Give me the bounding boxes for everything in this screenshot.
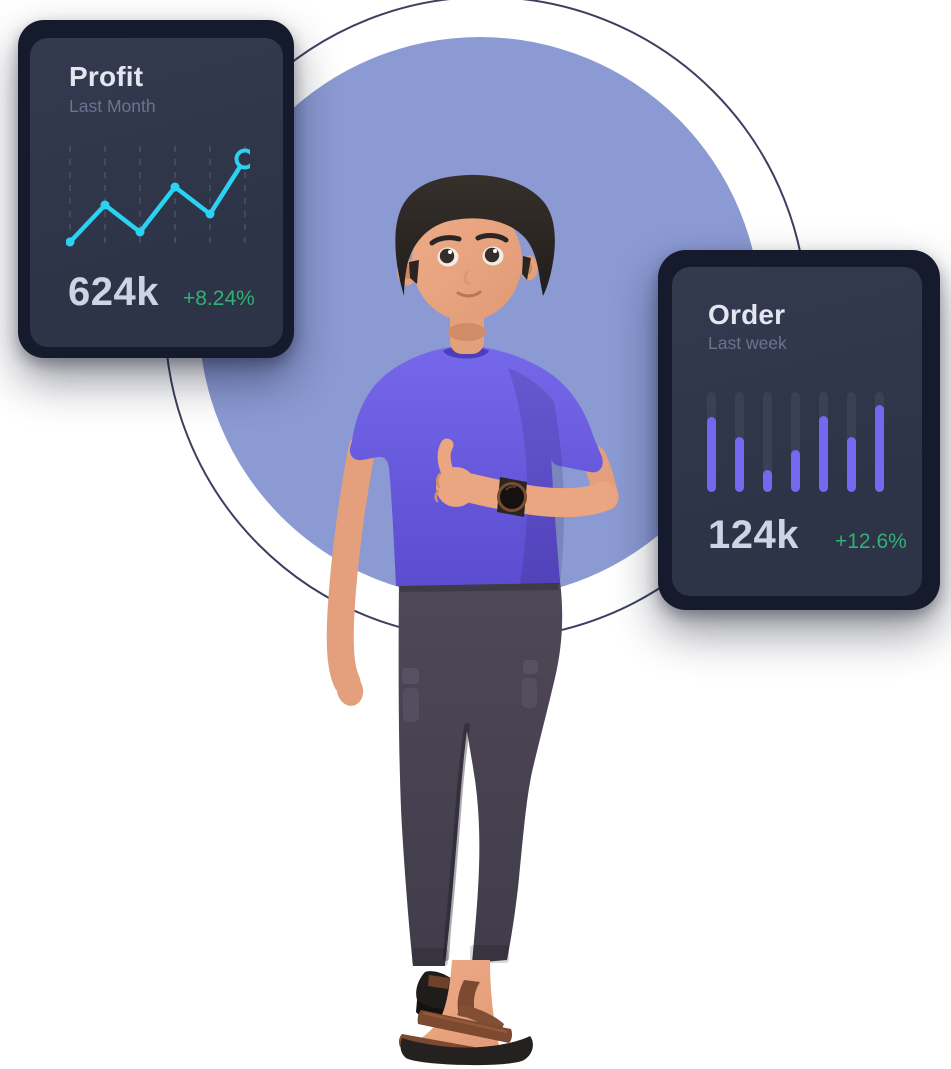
line-end-ring-marker bbox=[234, 148, 250, 170]
cargo-pocket-right bbox=[523, 660, 538, 674]
bar-fill bbox=[819, 416, 828, 492]
order-card: Order Last week 124k +12.6% bbox=[658, 250, 940, 610]
order-card-subtitle: Last week bbox=[708, 333, 787, 353]
nose bbox=[463, 270, 471, 286]
order-bar-chart bbox=[707, 392, 884, 492]
t-shirt bbox=[349, 346, 603, 586]
left-eyebrow bbox=[429, 235, 462, 246]
profit-line-series bbox=[67, 156, 248, 245]
person-left-arm bbox=[326, 434, 376, 706]
bar-track bbox=[791, 392, 800, 492]
mouth bbox=[456, 290, 482, 298]
profit-card-screen: Profit Last Month 624k +8.24% bbox=[30, 38, 283, 347]
bar-fill bbox=[707, 417, 716, 492]
bar-track bbox=[707, 392, 716, 492]
cargo-pocket-left bbox=[402, 668, 419, 684]
right-eyebrow bbox=[475, 233, 509, 243]
order-value-row: 124k +12.6% bbox=[708, 515, 907, 555]
bar-fill bbox=[791, 450, 800, 492]
bar-track bbox=[875, 392, 884, 492]
order-value: 124k bbox=[708, 513, 799, 557]
bar-fill bbox=[847, 437, 856, 492]
order-card-screen: Order Last week 124k +12.6% bbox=[672, 267, 922, 596]
right-eye bbox=[484, 247, 500, 263]
bar-fill bbox=[875, 405, 884, 492]
order-delta-badge: +12.6% bbox=[834, 530, 907, 553]
person-torso bbox=[349, 346, 619, 586]
line-point-marker bbox=[170, 182, 180, 192]
hair bbox=[395, 174, 555, 296]
person-legs bbox=[398, 573, 563, 1066]
profit-value: 624k bbox=[68, 270, 159, 314]
bar-fill bbox=[763, 470, 772, 492]
profit-value-row: 624k +8.24% bbox=[68, 272, 255, 312]
front-sandal-sole bbox=[400, 1036, 533, 1066]
line-point-marker bbox=[135, 227, 145, 237]
profit-card: Profit Last Month 624k +8.24% bbox=[18, 20, 294, 358]
profit-card-subtitle: Last Month bbox=[69, 96, 156, 116]
person-right-arm bbox=[434, 438, 619, 518]
watch-face bbox=[497, 482, 527, 512]
profit-card-title: Profit bbox=[69, 61, 144, 92]
profit-delta-badge: +8.24% bbox=[182, 287, 255, 310]
line-point-marker bbox=[66, 237, 75, 247]
person-head bbox=[395, 174, 555, 354]
bar-track bbox=[735, 392, 744, 492]
bar-fill bbox=[735, 437, 744, 492]
pants bbox=[398, 573, 563, 966]
thumb-up bbox=[437, 438, 455, 480]
left-hand bbox=[336, 674, 364, 706]
left-eye bbox=[439, 248, 455, 264]
bar-track bbox=[763, 392, 772, 492]
line-point-marker bbox=[100, 200, 110, 210]
bar-track bbox=[819, 392, 828, 492]
line-point-marker bbox=[205, 209, 215, 219]
bar-track bbox=[847, 392, 856, 492]
order-card-title: Order bbox=[708, 299, 786, 330]
face bbox=[412, 201, 522, 321]
profit-line-chart bbox=[66, 146, 250, 247]
